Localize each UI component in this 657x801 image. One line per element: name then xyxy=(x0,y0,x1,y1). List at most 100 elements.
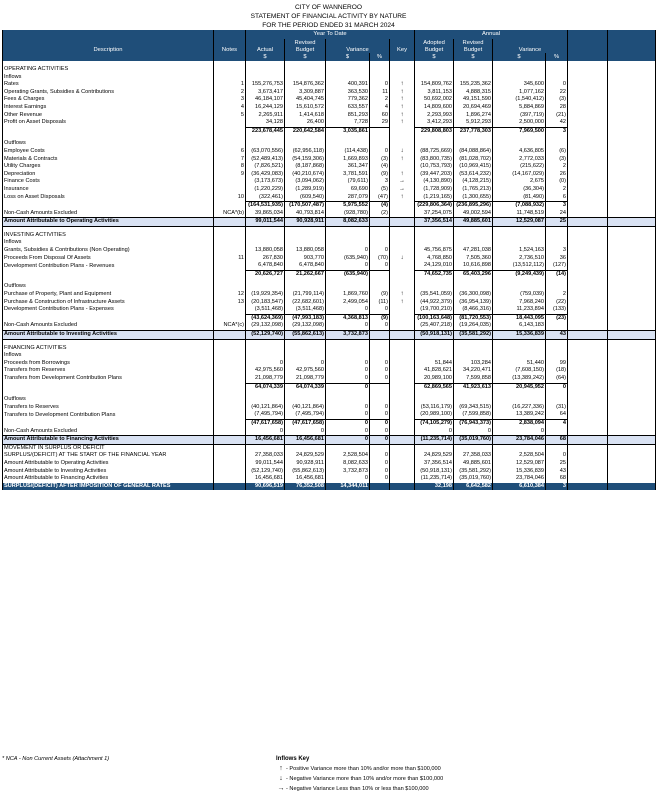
description-cell: Outflows xyxy=(2,283,214,292)
annual-variance-cell xyxy=(492,344,546,353)
annual-variance-cell: 18,443,095 xyxy=(492,313,546,323)
adopted-budget-cell: 3,412,293 xyxy=(414,119,454,128)
revised-budget-cell: 0 xyxy=(284,427,326,436)
annual-revised-budget-cell: (19,264,035) xyxy=(453,322,493,331)
header-dollar: $ xyxy=(414,53,454,61)
extra-cell xyxy=(567,467,608,476)
revised-budget-cell: (54,159,306) xyxy=(284,155,326,164)
extra-cell xyxy=(607,254,656,263)
notes-cell xyxy=(213,383,246,392)
variance-cell: 2,528,504 xyxy=(325,452,370,460)
variance-key: Inflows Key ↑ - Positive Variance more th… xyxy=(276,754,443,794)
financial-activity-table: Year To Date Annual Description Notes Ac… xyxy=(2,30,656,491)
annual-variance-pct-cell xyxy=(545,278,568,284)
annual-variance-pct-cell: (64) xyxy=(545,374,568,384)
header-blank xyxy=(607,30,656,39)
annual-variance-pct-cell xyxy=(545,239,568,248)
table-row: Depreciation 9 (36,429,083) (40,210,674) 3,7… xyxy=(2,170,656,179)
description-cell: SURPLUS/(DEFICIT) AT THE START OF THE FI… xyxy=(2,452,214,460)
actual-cell: 155,276,753 xyxy=(245,81,285,89)
variance-pct-cell: (70) xyxy=(369,254,390,263)
adopted-budget-cell: (83,800,735) xyxy=(414,155,454,164)
annual-revised-budget-cell xyxy=(453,73,493,82)
extra-cell xyxy=(567,193,608,202)
notes-cell: 8 xyxy=(213,163,246,171)
extra-cell xyxy=(607,163,656,171)
extra-cell xyxy=(607,226,656,232)
table-row: Insurance (1,220,229) (1,289,919) 69,690 (5)… xyxy=(2,185,656,194)
description-cell: Profit on Asset Disposals xyxy=(2,119,214,128)
extra-cell xyxy=(607,147,656,156)
annual-revised-budget-cell: 47,281,038 xyxy=(453,247,493,255)
table-row: Inflows xyxy=(2,352,656,360)
annual-variance-pct-cell: 0 xyxy=(545,81,568,89)
annual-revised-budget-cell xyxy=(453,278,493,284)
annual-revised-budget-cell: 4,888,315 xyxy=(453,88,493,97)
extra-cell xyxy=(567,391,608,397)
annual-revised-budget-cell xyxy=(453,226,493,232)
extra-cell xyxy=(567,359,608,368)
variance-cell: 287,079 xyxy=(325,193,370,202)
notes-cell xyxy=(213,283,246,292)
revised-budget-cell xyxy=(284,239,326,248)
variance-cell xyxy=(325,339,370,345)
notes-cell xyxy=(213,482,246,491)
variance-pct-cell xyxy=(369,269,390,279)
table-row: Amount Attributable to Financing Activit… xyxy=(2,475,656,483)
variance-cell xyxy=(325,283,370,292)
actual-cell: 42,975,560 xyxy=(245,367,285,375)
revised-budget-cell xyxy=(284,339,326,345)
notes-cell: 13 xyxy=(213,298,246,307)
extra-cell xyxy=(567,73,608,82)
extra-cell xyxy=(567,352,608,360)
adopted-budget-cell: 37,356,514 xyxy=(414,459,454,468)
extra-cell xyxy=(607,61,656,66)
revised-budget-cell xyxy=(284,283,326,292)
variance-cell: 3,035,861 xyxy=(325,126,370,136)
extra-cell xyxy=(567,452,608,460)
revised-budget-cell xyxy=(284,140,326,148)
key-cell xyxy=(388,452,415,460)
annual-variance-pct-cell xyxy=(545,391,568,397)
notes-cell xyxy=(213,239,246,248)
extra-cell xyxy=(567,435,608,445)
extra-cell xyxy=(567,226,608,232)
description-cell xyxy=(2,339,214,345)
annual-variance-pct-cell xyxy=(545,322,568,331)
variance-pct-cell xyxy=(369,73,390,82)
header-key: Key xyxy=(388,39,415,53)
annual-variance-cell: (759,039) xyxy=(492,291,546,299)
header-blank xyxy=(2,30,214,39)
revised-budget-cell: 903,770 xyxy=(284,254,326,263)
notes-cell xyxy=(213,435,246,445)
actual-cell: (43,624,369) xyxy=(245,313,285,323)
annual-variance-pct-cell: 0 xyxy=(545,382,568,392)
extra-cell xyxy=(607,81,656,89)
actual-cell: (63,070,556) xyxy=(245,147,285,156)
extra-cell xyxy=(567,88,608,97)
description-cell: Development Contribution Plans - Expense… xyxy=(2,306,214,315)
right-arrow-icon: → xyxy=(277,785,285,792)
variance-cell: 363,530 xyxy=(325,88,370,97)
annual-variance-pct-cell xyxy=(545,427,568,436)
adopted-budget-cell: (20,989,100) xyxy=(414,411,454,420)
annual-variance-pct-cell: 3 xyxy=(545,247,568,255)
table-row: Employee Costs 6 (63,070,556) (62,956,118)(… xyxy=(2,147,656,156)
header-blank xyxy=(2,53,214,61)
table-row: Non-Cash Amounts Excluded NCA*(c) (29,132,… xyxy=(2,322,656,331)
variance-pct-cell: 0 xyxy=(369,475,390,483)
extra-cell xyxy=(607,322,656,331)
annual-variance-cell: 2,772,033 xyxy=(492,155,546,164)
table-row: 64,074,339 64,074,339 0 62,869,565 41,923,61… xyxy=(2,382,656,392)
annual-variance-cell: 6,610,384 xyxy=(492,482,546,491)
notes-cell xyxy=(213,352,246,360)
annual-revised-budget-cell: 27,358,033 xyxy=(453,452,493,460)
variance-cell: 0 xyxy=(325,435,370,445)
annual-revised-budget-cell: 155,235,362 xyxy=(453,81,493,89)
revised-budget-cell: 90,928,911 xyxy=(284,217,326,227)
variance-cell: 633,557 xyxy=(325,103,370,112)
extra-cell xyxy=(567,163,608,171)
key-cell: ↓ xyxy=(388,147,415,156)
annual-variance-cell: (16,227,336) xyxy=(492,403,546,412)
table-body: OPERATING ACTIVITIES Inflows Rates 1 155,276… xyxy=(2,61,656,491)
